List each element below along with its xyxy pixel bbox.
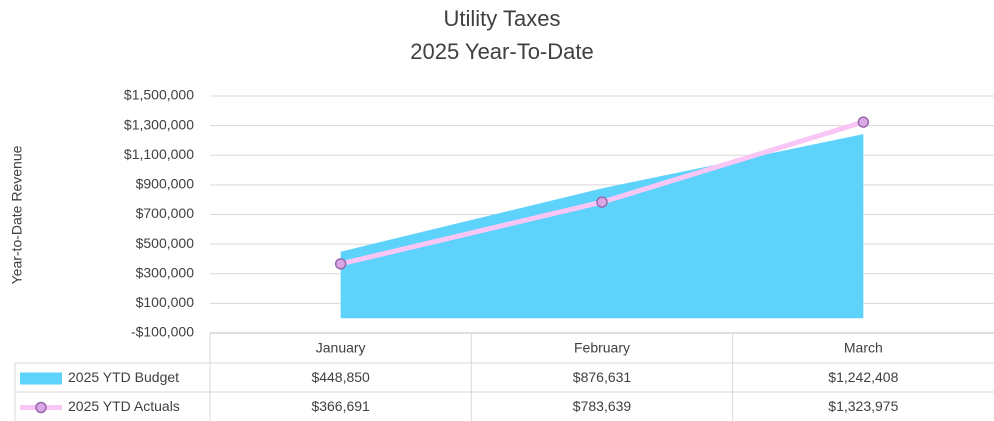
y-axis-title: Year-to-Date Revenue bbox=[9, 145, 25, 284]
x-tick-label: February bbox=[574, 340, 630, 356]
chart-subtitle: 2025 Year-To-Date bbox=[410, 39, 593, 64]
marker bbox=[857, 116, 870, 128]
legend-label: 2025 YTD Budget bbox=[68, 369, 179, 385]
table-value: $366,691 bbox=[311, 398, 370, 414]
y-tick-label: -$100,000 bbox=[131, 324, 194, 340]
table-value: $876,631 bbox=[573, 369, 632, 385]
table-value: $1,242,408 bbox=[828, 369, 898, 385]
legend-key bbox=[20, 372, 62, 385]
y-tick-label: $500,000 bbox=[136, 235, 195, 251]
y-tick-label: $900,000 bbox=[136, 176, 195, 192]
y-tick-label: $1,300,000 bbox=[124, 116, 194, 132]
y-tick-label: $100,000 bbox=[136, 294, 195, 310]
chart-title: Utility Taxes bbox=[444, 6, 561, 31]
x-tick-label: March bbox=[844, 340, 883, 356]
legend-key bbox=[35, 401, 47, 414]
x-tick-label: January bbox=[316, 340, 366, 356]
table-value: $448,850 bbox=[311, 369, 370, 385]
marker bbox=[596, 196, 608, 208]
legend-label: 2025 YTD Actuals bbox=[68, 398, 180, 414]
marker bbox=[334, 258, 347, 270]
y-tick-label: $300,000 bbox=[136, 264, 195, 280]
table-value: $1,323,975 bbox=[828, 398, 898, 414]
area bbox=[340, 134, 864, 319]
y-tick-label: $700,000 bbox=[136, 205, 195, 221]
table-value: $783,639 bbox=[573, 398, 632, 414]
y-tick-label: $1,500,000 bbox=[124, 87, 194, 103]
y-tick-label: $1,100,000 bbox=[124, 146, 194, 162]
